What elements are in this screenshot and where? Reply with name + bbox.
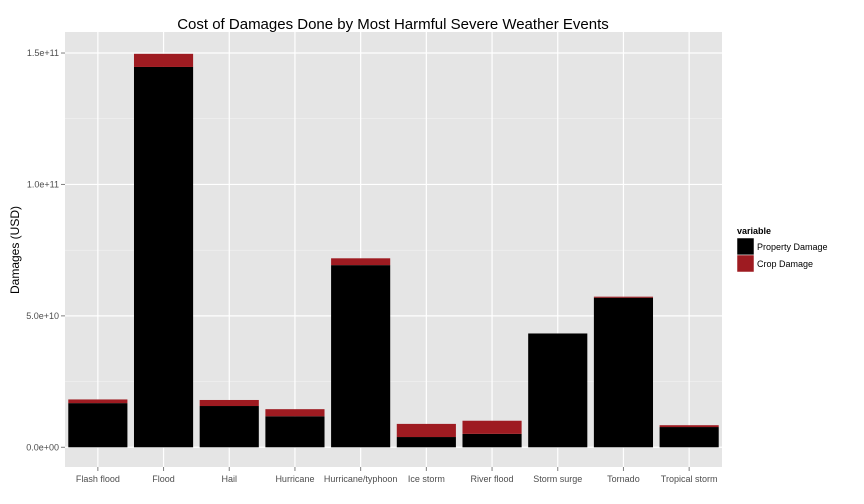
bar-crop-damage bbox=[331, 258, 391, 266]
bar-property-damage bbox=[593, 297, 654, 448]
chart-title: Cost of Damages Done by Most Harmful Sev… bbox=[177, 16, 609, 33]
x-tick-label: Storm surge bbox=[533, 474, 582, 484]
bar-property-damage bbox=[396, 437, 456, 448]
bar-property-damage bbox=[528, 333, 588, 448]
bar-crop-damage bbox=[396, 423, 456, 438]
bar-property-damage bbox=[331, 265, 391, 448]
y-tick-label: 5.0e+10 bbox=[26, 311, 59, 321]
bar-crop-damage bbox=[593, 296, 654, 298]
bar-crop-damage bbox=[659, 425, 719, 428]
bar-property-damage bbox=[659, 427, 719, 448]
bar-crop-damage bbox=[462, 420, 522, 434]
y-tick-label: 1.0e+11 bbox=[27, 179, 59, 189]
bar-property-damage bbox=[133, 66, 194, 448]
y-axis-ticks: 0.0e+00 5.0e+10 1.0e+11 1.5e+11 bbox=[26, 48, 65, 452]
x-tick-label: Ice storm bbox=[408, 474, 445, 484]
x-tick-label: Hurricane/typhoon bbox=[324, 474, 398, 484]
legend-label: Property Damage bbox=[757, 242, 828, 252]
bar-property-damage bbox=[68, 403, 128, 448]
legend-label: Crop Damage bbox=[757, 259, 813, 269]
y-tick-label: 1.5e+11 bbox=[27, 48, 59, 58]
y-tick-label: 0.0e+00 bbox=[26, 442, 59, 452]
x-tick-label: Tropical storm bbox=[661, 474, 718, 484]
bar-property-damage bbox=[462, 433, 522, 448]
x-tick-label: Hurricane bbox=[275, 474, 314, 484]
bars bbox=[68, 53, 719, 448]
x-tick-label: Tornado bbox=[607, 474, 640, 484]
bar-crop-damage bbox=[265, 409, 325, 417]
y-axis-title: Damages (USD) bbox=[8, 206, 22, 294]
x-tick-label: Hail bbox=[221, 474, 237, 484]
legend-title: variable bbox=[737, 226, 771, 236]
bar-property-damage bbox=[265, 416, 325, 448]
legend-key bbox=[736, 254, 755, 273]
x-tick-label: Flash flood bbox=[76, 474, 120, 484]
bar-property-damage bbox=[199, 406, 259, 448]
x-axis-ticks: Flash flood Flood Hail Hurricane Hurricane/t… bbox=[76, 467, 718, 484]
x-tick-label: Flood bbox=[152, 474, 175, 484]
bar-crop-damage bbox=[199, 399, 259, 407]
bar-crop-damage bbox=[133, 53, 194, 67]
x-tick-label: River flood bbox=[471, 474, 514, 484]
legend: variable Property Damage Crop Damage bbox=[736, 226, 828, 273]
legend-key bbox=[736, 237, 755, 256]
bar-crop-damage bbox=[68, 399, 128, 404]
